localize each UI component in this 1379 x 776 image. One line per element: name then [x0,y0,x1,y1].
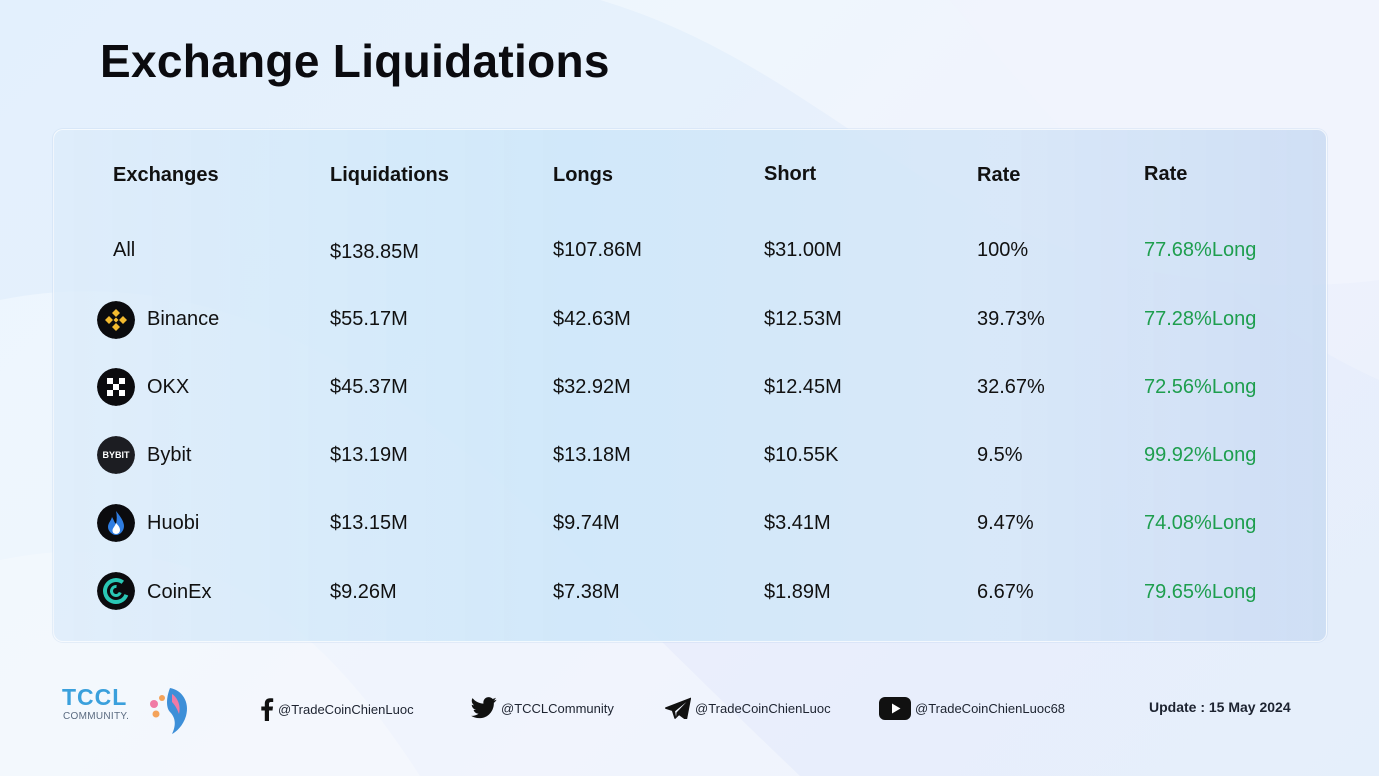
twitter-handle: @TCCLCommunity [501,700,614,716]
header-exchanges: Exchanges [113,164,219,186]
tccl-logo: TCCL COMMUNITY. [62,680,197,736]
brand-subtitle: COMMUNITY. [63,711,130,722]
facebook-handle: @TradeCoinChienLuoc [278,701,414,717]
telegram-link[interactable]: @TradeCoinChienLuoc [665,697,831,719]
telegram-icon [665,697,691,719]
page-title: Exchange Liquidations [100,35,610,87]
row-name: Binance [147,308,220,330]
header-rate: Rate [977,164,1021,186]
row-name: OKX [147,376,190,398]
row-short: $10.55K [764,444,839,466]
row-longs: $32.92M [553,376,631,398]
row-longs: $9.74M [553,512,620,534]
row-rate: 32.67% [977,376,1045,398]
row-longs: $107.86M [553,239,642,261]
row-rate: 100% [977,239,1029,261]
row-longs: $42.63M [553,308,631,330]
row-long-rate: 77.68%Long [1144,239,1257,261]
row-name: All [113,239,136,261]
row-long-rate: 77.28%Long [1144,308,1257,330]
row-name: Bybit [147,444,192,466]
row-liquidations: $138.85M [330,241,419,263]
fish-mascot-icon [150,688,188,734]
row-short: $3.41M [764,512,831,534]
twitter-icon [471,697,497,719]
row-short: $31.00M [764,239,842,261]
row-rate: 6.67% [977,581,1034,603]
row-long-rate: 74.08%Long [1144,512,1257,534]
bybit-logo: BYBIT [97,436,135,474]
header-longs: Longs [553,164,613,186]
row-liquidations: $45.37M [330,376,408,398]
row-long-rate: 99.92%Long [1144,444,1257,466]
youtube-link[interactable]: @TradeCoinChienLuoc68 [879,697,1065,720]
row-liquidations: $9.26M [330,581,397,603]
huobi-logo [97,504,135,542]
telegram-handle: @TradeCoinChienLuoc [695,700,831,716]
row-name: CoinEx [147,581,212,603]
update-date: Update : 15 May 2024 [1149,699,1291,715]
youtube-handle: @TradeCoinChienLuoc68 [915,701,1066,716]
row-longs: $13.18M [553,444,631,466]
brand-name: TCCL [62,684,128,710]
twitter-link[interactable]: @TCCLCommunity [471,697,614,719]
row-short: $12.53M [764,308,842,330]
row-liquidations: $13.15M [330,512,408,534]
row-liquidations: $55.17M [330,308,408,330]
facebook-link[interactable]: @TradeCoinChienLuoc [260,697,414,721]
facebook-icon [261,698,274,721]
row-name: Huobi [147,512,200,534]
row-long-rate: 72.56%Long [1144,376,1257,398]
okx-logo [97,368,135,406]
row-rate: 39.73% [977,308,1045,330]
row-short: $1.89M [764,581,831,603]
binance-logo [97,301,135,339]
youtube-icon [879,697,911,720]
header-long-rate: Rate [1144,163,1188,185]
liquidations-table-panel [53,129,1327,642]
row-rate: 9.47% [977,512,1034,534]
row-liquidations: $13.19M [330,444,408,466]
header-short: Short [764,163,817,185]
row-long-rate: 79.65%Long [1144,581,1257,603]
coinex-logo [97,572,135,610]
row-rate: 9.5% [977,444,1023,466]
row-longs: $7.38M [553,581,620,603]
row-short: $12.45M [764,376,842,398]
header-liquidations: Liquidations [330,164,449,186]
svg-text:BYBIT: BYBIT [103,450,131,460]
